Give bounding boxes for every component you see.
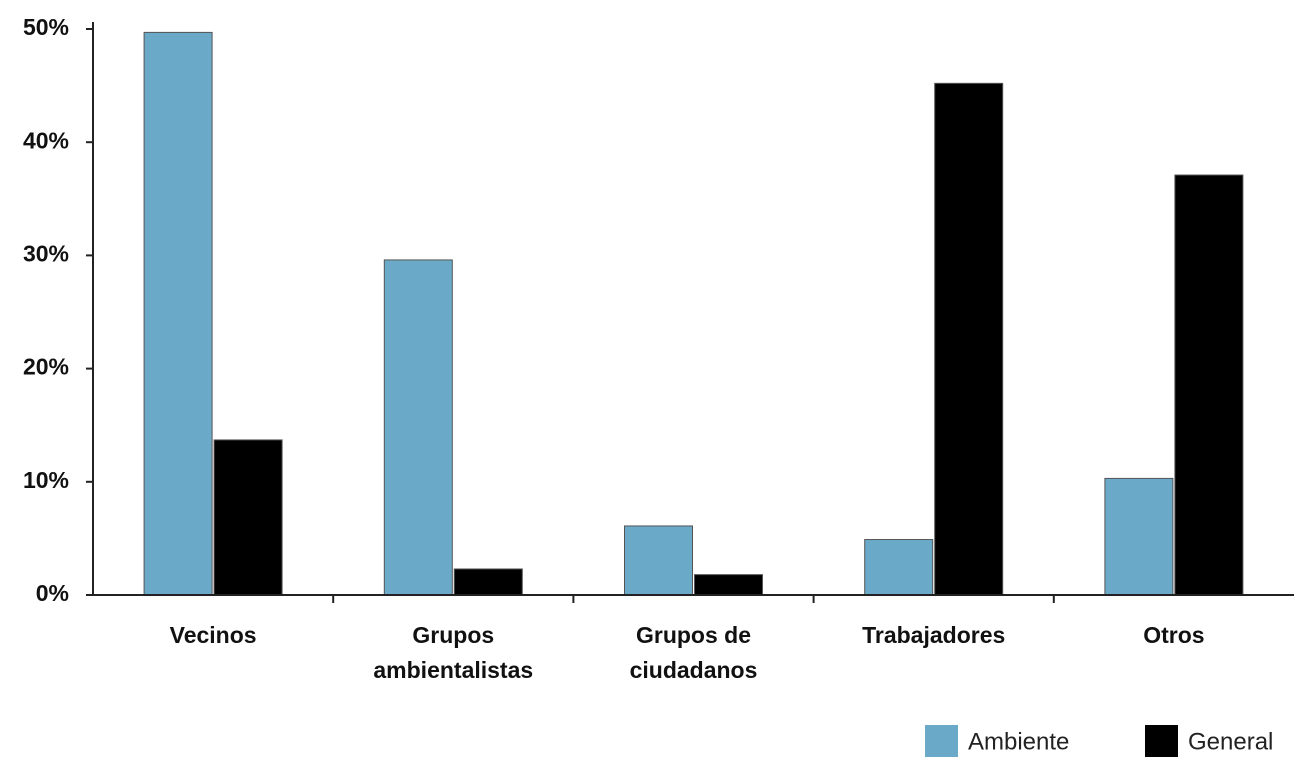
y-tick-label: 10% xyxy=(23,467,69,493)
bar xyxy=(934,82,1004,596)
x-tick-label: Otros xyxy=(1143,622,1204,648)
y-tick-label: 20% xyxy=(23,354,69,380)
legend-label: Ambiente xyxy=(968,728,1069,755)
bar xyxy=(694,574,763,596)
y-tick-label: 30% xyxy=(23,240,69,266)
x-tick-label: Grupos ambientalistas xyxy=(373,622,533,683)
y-tick-label: 0% xyxy=(36,580,69,606)
bar xyxy=(624,525,693,596)
bar xyxy=(143,31,213,596)
legend-swatch xyxy=(1145,725,1178,757)
x-tick-label: Trabajadores xyxy=(862,622,1005,648)
bar xyxy=(864,539,934,596)
bar xyxy=(453,568,523,596)
x-tick-label: Vecinos xyxy=(170,622,257,648)
bar xyxy=(1104,477,1174,596)
bar xyxy=(383,259,453,596)
legend-swatch xyxy=(925,725,958,757)
bar xyxy=(1174,174,1244,596)
bar xyxy=(213,439,283,596)
x-tick-label: Grupos de ciudadanos xyxy=(630,622,758,683)
y-tick-label: 50% xyxy=(23,14,69,40)
legend-label: General xyxy=(1188,728,1273,755)
y-tick-label: 40% xyxy=(23,127,69,153)
